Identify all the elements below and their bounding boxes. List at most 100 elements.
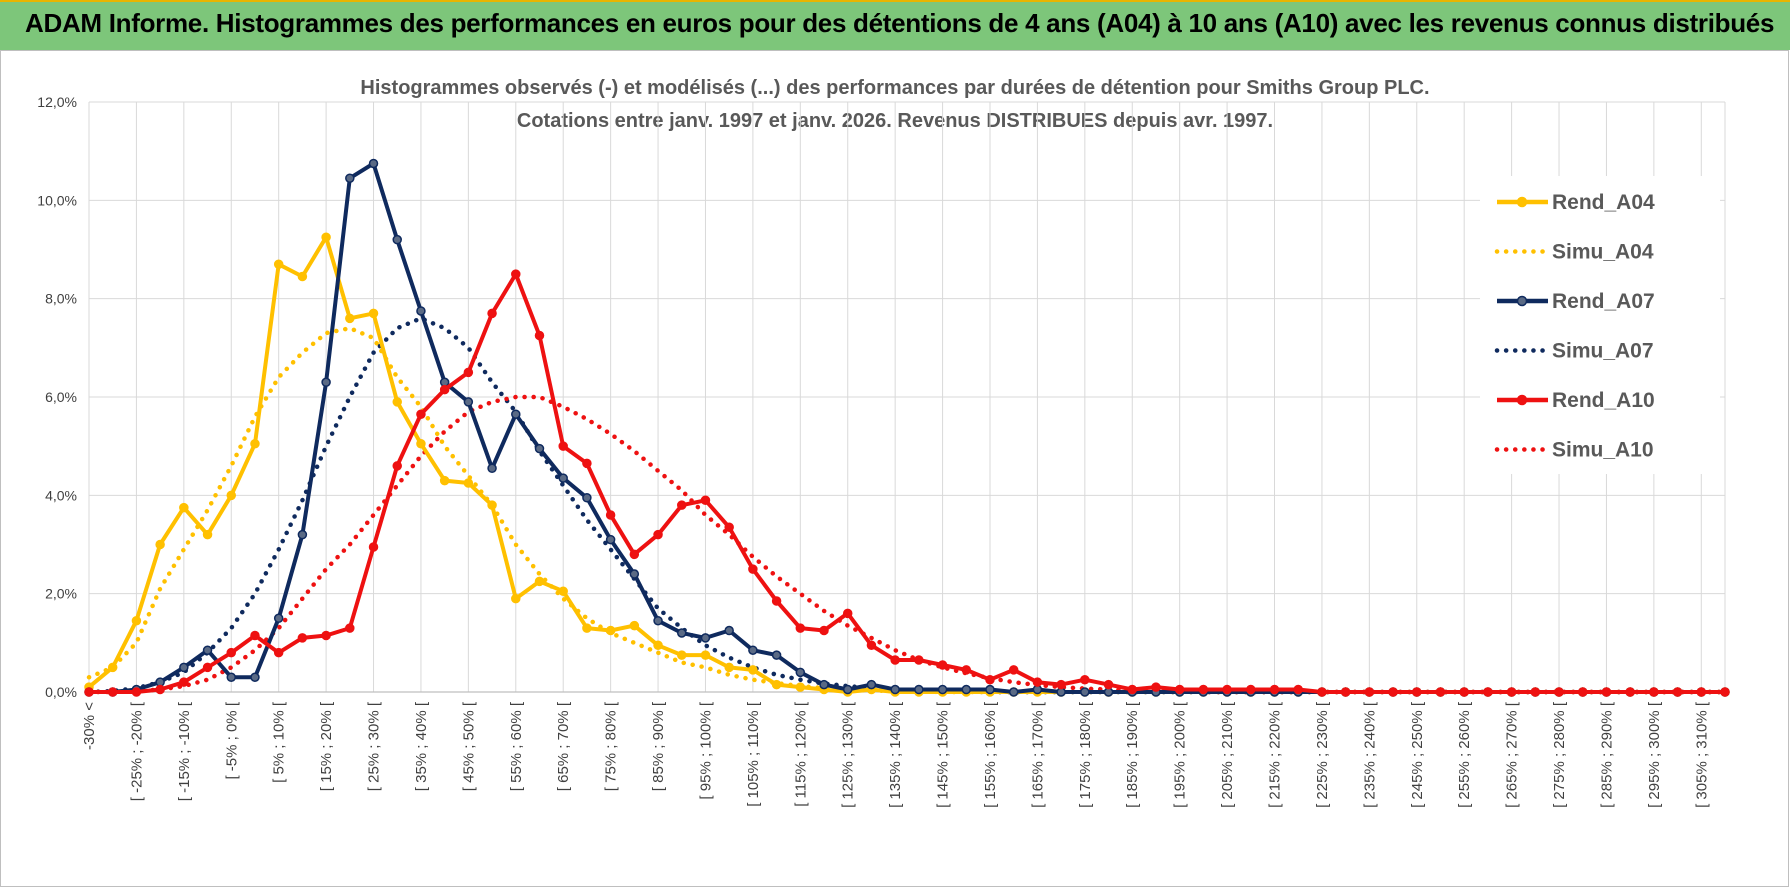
y-tick-label: 8,0% xyxy=(45,291,77,307)
data-point-rend_a07 xyxy=(1008,687,1019,697)
x-tick-label: [ 35% ; 40% [ xyxy=(413,701,430,791)
y-tick-label: 6,0% xyxy=(45,389,77,405)
data-point-rend_a04 xyxy=(297,271,308,282)
data-point-rend_a10 xyxy=(1625,687,1635,697)
legend-label: Rend_A07 xyxy=(1552,290,1655,313)
data-point-rend_a10 xyxy=(107,687,118,697)
x-tick-label: [ 65% ; 70% [ xyxy=(555,701,572,791)
x-tick-label: [ -25% ; -20% [ xyxy=(128,701,145,801)
data-point-rend_a07 xyxy=(700,633,711,643)
x-tick-label: [ 25% ; 30% [ xyxy=(366,701,383,791)
data-point-rend_a10 xyxy=(937,660,948,670)
x-tick-label: [ 245% ; 250% [ xyxy=(1409,701,1426,808)
data-point-rend_a10 xyxy=(1222,684,1232,695)
data-point-rend_a10 xyxy=(653,529,663,540)
legend-marker xyxy=(1516,196,1528,208)
x-tick-label: [ 125% ; 130% [ xyxy=(840,701,857,808)
legend: Rend_A04 Simu_A04 Rend_A07 Simu_A07 Rend_A10… xyxy=(1480,176,1720,474)
x-tick-label: [ 305% ; 310% [ xyxy=(1693,701,1710,808)
data-point-rend_a07 xyxy=(985,684,995,695)
data-point-rend_a10 xyxy=(155,684,165,695)
x-tick-label: [ 265% ; 270% [ xyxy=(1504,701,1521,808)
data-point-rend_a10 xyxy=(1127,684,1137,695)
data-point-rend_a07 xyxy=(250,672,260,682)
report-title: ADAM Informe. Histogrammes des performan… xyxy=(25,8,1775,38)
y-axis-ticks: 0,0% 2,0% 4,0% 6,0% 8,0% 10,0% 12,0% xyxy=(37,94,77,700)
data-point-rend_a10 xyxy=(131,687,142,697)
data-point-rend_a04 xyxy=(558,586,568,596)
report-banner: ADAM Informe. Histogrammes des performan… xyxy=(0,0,1790,50)
x-tick-label: [ 195% ; 200% [ xyxy=(1172,701,1189,808)
x-tick-label: [ 235% ; 240% [ xyxy=(1361,701,1378,808)
data-point-rend_a04 xyxy=(724,662,734,673)
x-tick-label: [ 205% ; 210% [ xyxy=(1219,701,1236,808)
y-tick-label: 4,0% xyxy=(45,487,77,503)
data-point-rend_a10 xyxy=(1340,687,1351,697)
x-tick-label: [ -5% ; 0% [ xyxy=(223,701,240,779)
data-point-rend_a07 xyxy=(866,679,877,690)
series-line-simu_a10 xyxy=(86,394,1728,695)
data-point-rend_a10 xyxy=(1174,684,1185,695)
data-point-rend_a07 xyxy=(392,234,402,245)
legend-box xyxy=(1480,176,1720,474)
data-point-rend_a04 xyxy=(582,623,592,633)
data-point-rend_a10 xyxy=(511,269,521,279)
x-tick-label: [ -15% ; -10% [ xyxy=(176,701,193,801)
data-point-rend_a10 xyxy=(890,655,900,665)
data-point-rend_a07 xyxy=(179,662,189,673)
data-point-rend_a10 xyxy=(1554,687,1564,697)
data-point-rend_a10 xyxy=(1459,687,1469,697)
data-point-rend_a10 xyxy=(629,549,640,560)
x-tick-label: [ 225% ; 230% [ xyxy=(1314,701,1331,808)
data-point-rend_a10 xyxy=(321,630,331,641)
data-point-rend_a07 xyxy=(890,684,900,695)
data-point-rend_a10 xyxy=(345,623,355,633)
data-point-rend_a10 xyxy=(463,367,474,378)
data-point-rend_a10 xyxy=(534,330,545,341)
data-point-rend_a10 xyxy=(202,662,213,673)
data-point-rend_a10 xyxy=(1506,687,1517,697)
data-point-rend_a10 xyxy=(1151,682,1161,692)
x-tick-label: [ 95% ; 100% [ xyxy=(697,701,714,799)
data-point-rend_a04 xyxy=(700,650,711,660)
y-tick-label: 12,0% xyxy=(37,94,77,110)
x-tick-label: [ 215% ; 220% [ xyxy=(1267,701,1284,808)
data-point-rend_a04 xyxy=(439,475,450,486)
x-tick-label: -30% < xyxy=(81,702,98,750)
data-point-rend_a07 xyxy=(677,628,687,638)
data-point-rend_a10 xyxy=(1198,684,1209,695)
data-point-rend_a07 xyxy=(511,409,521,419)
data-point-rend_a07 xyxy=(1080,687,1090,697)
data-point-rend_a07 xyxy=(534,443,545,454)
data-point-rend_a04 xyxy=(202,529,213,540)
data-point-rend_a07 xyxy=(321,377,331,387)
data-point-rend_a07 xyxy=(748,645,758,655)
data-point-rend_a07 xyxy=(487,463,497,474)
data-point-rend_a10 xyxy=(558,441,568,451)
data-point-rend_a10 xyxy=(748,564,758,574)
data-point-rend_a10 xyxy=(226,647,237,658)
data-point-rend_a07 xyxy=(795,667,806,678)
x-tick-label: [ 145% ; 150% [ xyxy=(935,701,952,808)
data-point-rend_a07 xyxy=(226,672,237,682)
x-tick-label: [ 105% ; 110% [ xyxy=(745,701,762,807)
y-tick-label: 0,0% xyxy=(45,684,77,700)
data-point-rend_a10 xyxy=(179,677,189,687)
legend-label: Simu_A04 xyxy=(1552,241,1654,264)
x-axis-ticks: -30% < [ -25% ; -20% [ [ -15% ; -10% [ [ -5… xyxy=(81,701,1710,808)
data-point-rend_a07 xyxy=(653,615,663,626)
data-point-rend_a04 xyxy=(511,593,521,604)
data-point-rend_a10 xyxy=(439,384,450,395)
x-tick-label: [ 185% ; 190% [ xyxy=(1124,701,1141,808)
data-point-rend_a04 xyxy=(392,397,402,407)
x-tick-label: [ 45% ; 50% [ xyxy=(460,701,477,791)
data-point-rend_a10 xyxy=(392,461,402,471)
data-point-rend_a10 xyxy=(487,308,497,319)
data-point-rend_a10 xyxy=(582,458,592,469)
data-point-rend_a04 xyxy=(605,625,616,636)
data-point-rend_a10 xyxy=(914,655,924,665)
x-tick-label: [ 85% ; 90% [ xyxy=(650,701,667,791)
series-line-simu_a04 xyxy=(86,325,1728,695)
data-point-rend_a04 xyxy=(487,500,497,510)
data-point-rend_a10 xyxy=(416,409,426,419)
